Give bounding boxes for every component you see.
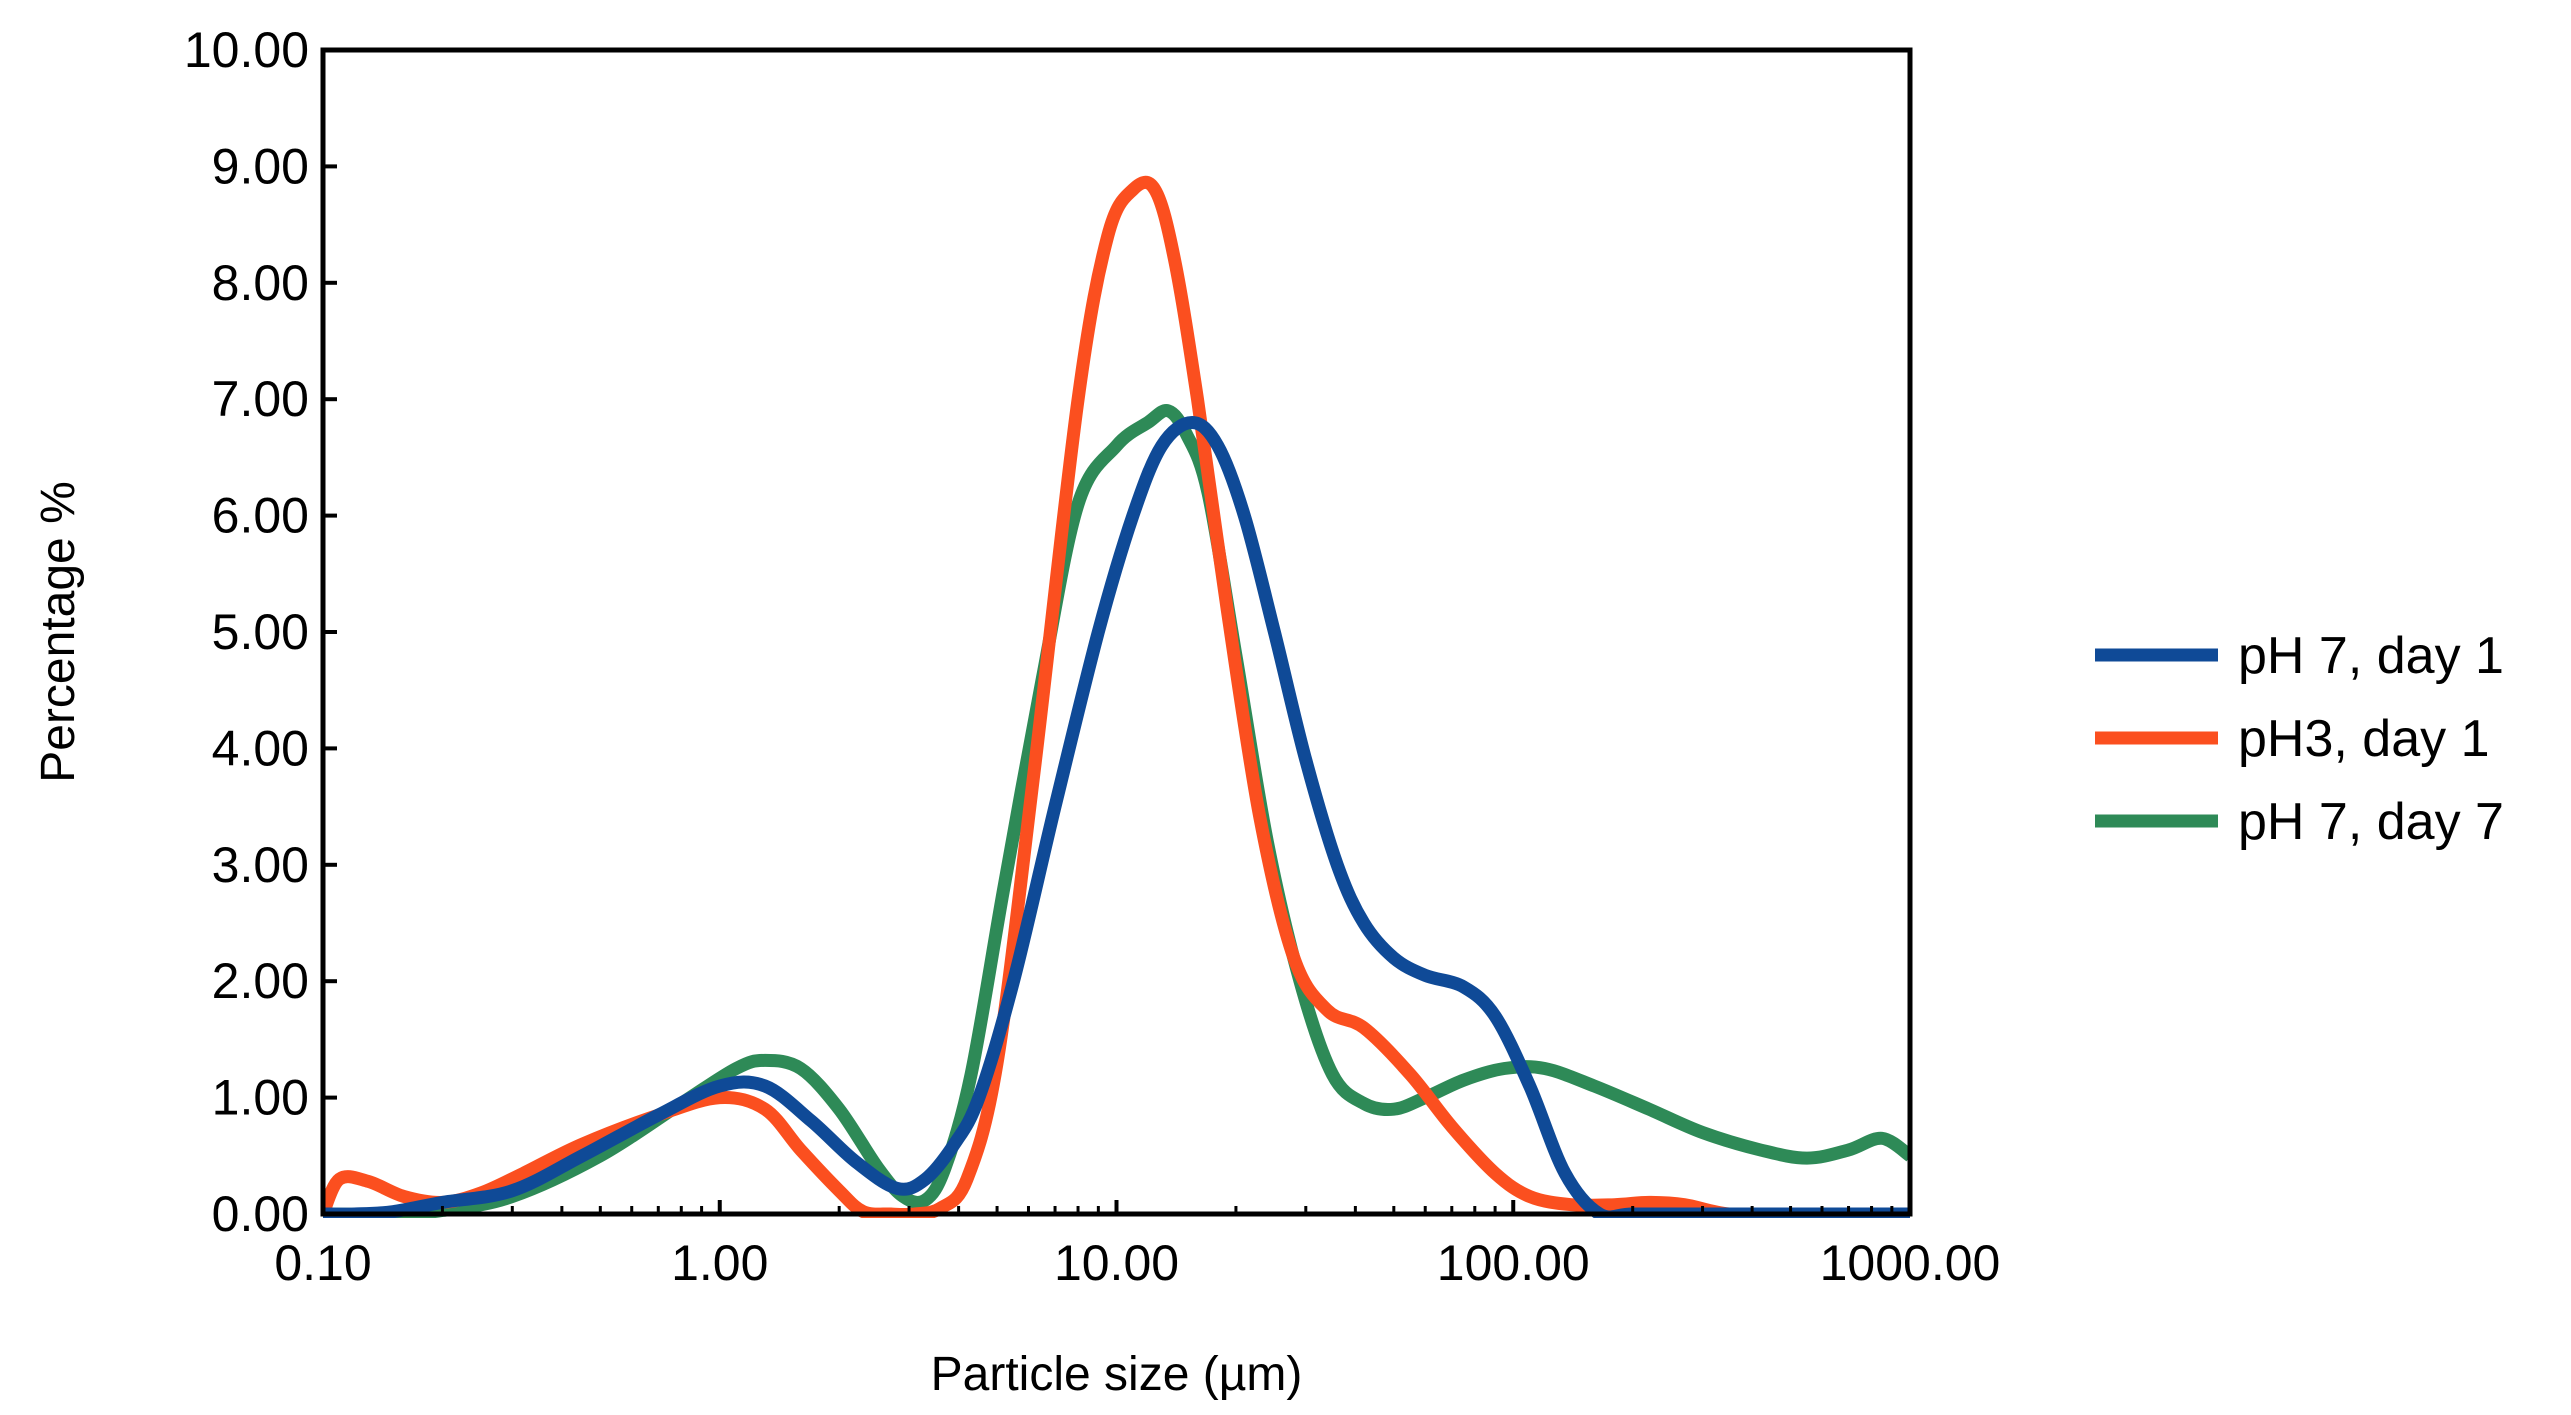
y-axis: 0.00 1.00 2.00 3.00 4.00 5.00 6.00 7.00 8.00 9.00… (184, 22, 337, 1242)
x-axis-title: Particle size (µm) (931, 1348, 1303, 1401)
y-tick-label: 4.00 (212, 720, 309, 776)
y-tick-label: 9.00 (212, 138, 309, 194)
x-axis: 0.10 1.00 10.00 100.00 1000.00 (274, 1200, 2000, 1291)
x-tick-label: 100.00 (1437, 1235, 1590, 1291)
y-axis-title: Percentage % (32, 481, 85, 783)
legend-label: pH 7, day 7 (2238, 793, 2504, 851)
y-tick-label: 3.00 (212, 837, 309, 893)
y-tick-label: 7.00 (212, 371, 309, 427)
series-line-1 (322, 416, 1910, 1218)
x-tick-label: 1.00 (671, 1235, 768, 1291)
y-tick-label: 10.00 (184, 22, 309, 78)
legend: pH 7, day 1 pH3, day 1 pH 7, day 7 (2095, 627, 2504, 851)
series-line-3 (322, 404, 1912, 1218)
legend-label: pH3, day 1 (2238, 710, 2490, 768)
y-tick-label: 1.00 (212, 1070, 309, 1126)
x-tick-label: 1000.00 (1820, 1235, 2001, 1291)
y-tick-label: 5.00 (212, 604, 309, 660)
x-tick-label: 10.00 (1054, 1235, 1179, 1291)
series-line-2 (321, 175, 1910, 1218)
legend-label: pH 7, day 1 (2238, 627, 2504, 685)
y-tick-label: 2.00 (212, 953, 309, 1009)
y-tick-label: 6.00 (212, 488, 309, 544)
y-tick-label: 0.00 (212, 1186, 309, 1242)
x-tick-label: 0.10 (274, 1235, 371, 1291)
y-tick-label: 8.00 (212, 255, 309, 311)
series-layer (321, 175, 1912, 1218)
